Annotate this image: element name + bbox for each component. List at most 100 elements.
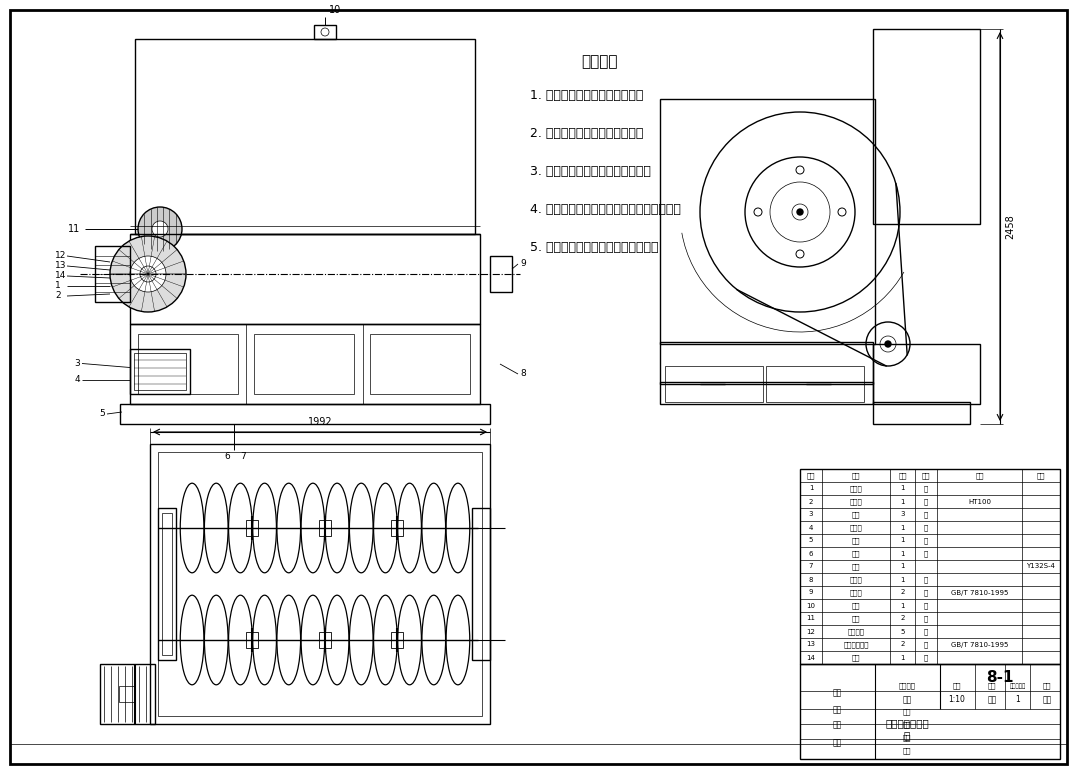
Bar — [472, 508, 490, 660]
Text: 3: 3 — [74, 359, 80, 368]
Bar — [95, 246, 130, 302]
Text: 10: 10 — [328, 5, 341, 15]
Text: HT100: HT100 — [968, 498, 991, 505]
Text: 1: 1 — [900, 602, 905, 608]
Text: 1: 1 — [900, 655, 905, 660]
Bar — [135, 39, 475, 234]
Bar — [391, 632, 403, 648]
Text: 2: 2 — [55, 292, 60, 300]
Bar — [319, 632, 331, 648]
Text: 套: 套 — [924, 615, 928, 622]
Text: 8: 8 — [520, 369, 526, 378]
Text: 10: 10 — [807, 602, 815, 608]
Text: 1:10: 1:10 — [949, 696, 965, 704]
Text: 13: 13 — [807, 642, 815, 648]
Bar — [158, 508, 176, 660]
Text: 1: 1 — [900, 485, 905, 491]
Text: 1: 1 — [900, 498, 905, 505]
Bar — [150, 444, 490, 724]
Text: 工艺: 工艺 — [903, 721, 911, 728]
Text: 分区: 分区 — [988, 683, 996, 690]
Text: 套: 套 — [924, 589, 928, 596]
Text: 6: 6 — [809, 550, 813, 557]
Bar — [120, 404, 490, 424]
Text: 3: 3 — [900, 512, 905, 518]
Text: 单位: 单位 — [922, 472, 931, 479]
Text: GB/T 7810-1995: GB/T 7810-1995 — [951, 642, 1008, 648]
Text: 数量: 数量 — [898, 472, 907, 479]
Text: 5: 5 — [809, 537, 813, 543]
Bar — [800, 469, 1060, 664]
Text: 审核: 审核 — [833, 721, 841, 730]
Text: 套: 套 — [924, 628, 928, 635]
Text: 出料口: 出料口 — [850, 576, 863, 583]
Text: 3: 3 — [809, 512, 813, 518]
Text: 8: 8 — [809, 577, 813, 583]
Text: 底盘: 底盘 — [852, 537, 861, 544]
Bar — [118, 686, 135, 702]
Text: 11: 11 — [68, 224, 80, 234]
Text: 1: 1 — [900, 537, 905, 543]
Text: 1: 1 — [900, 577, 905, 583]
Text: 处数: 处数 — [953, 683, 962, 690]
Bar — [660, 342, 873, 384]
Text: 审核: 审核 — [903, 735, 911, 741]
Text: 12: 12 — [807, 628, 815, 635]
Bar — [391, 520, 403, 536]
Text: 管方形翻轴承: 管方形翻轴承 — [843, 641, 869, 648]
Circle shape — [152, 221, 168, 237]
Text: 规格: 规格 — [976, 472, 983, 479]
Bar — [314, 25, 336, 39]
Bar — [660, 99, 875, 344]
Text: 搅合置: 搅合置 — [850, 485, 863, 491]
Text: 数量: 数量 — [988, 696, 996, 704]
Text: 套: 套 — [924, 550, 928, 557]
Text: 套: 套 — [924, 602, 928, 609]
Bar — [246, 632, 258, 648]
Text: 9: 9 — [809, 590, 813, 595]
Text: 2458: 2458 — [1005, 214, 1015, 239]
Text: 2: 2 — [900, 590, 905, 595]
Text: 12: 12 — [55, 252, 67, 261]
Text: 套: 套 — [924, 641, 928, 648]
Text: 搅拌筒内: 搅拌筒内 — [848, 628, 865, 635]
Bar — [138, 334, 238, 394]
Text: 序号: 序号 — [807, 472, 815, 479]
Circle shape — [138, 207, 182, 251]
Text: 共张: 共张 — [1043, 696, 1051, 704]
Text: 5: 5 — [900, 628, 905, 635]
Text: 1: 1 — [900, 563, 905, 570]
Bar — [162, 513, 172, 655]
Text: 名称: 名称 — [852, 472, 861, 479]
Text: 套: 套 — [924, 537, 928, 544]
Bar — [134, 353, 186, 390]
Bar — [254, 334, 354, 394]
Text: 图样标记: 图样标记 — [898, 683, 915, 690]
Bar — [660, 382, 873, 404]
Text: 比例: 比例 — [903, 696, 911, 704]
Text: 9: 9 — [520, 259, 526, 269]
Text: 4: 4 — [809, 525, 813, 530]
Text: 2: 2 — [809, 498, 813, 505]
Text: 14: 14 — [807, 655, 815, 660]
Text: 1. 装配前，所有零件进行清洗；: 1. 装配前，所有零件进行清洗； — [530, 89, 643, 102]
Text: 2: 2 — [900, 642, 905, 648]
Circle shape — [797, 209, 803, 215]
Bar — [766, 366, 864, 402]
Text: 根: 根 — [924, 511, 928, 518]
Bar — [370, 334, 470, 394]
Text: 套: 套 — [924, 576, 928, 583]
Text: 4. 工作时，速度保持中速，避免速度过大；: 4. 工作时，速度保持中速，避免速度过大； — [530, 203, 681, 216]
Text: 1: 1 — [900, 525, 905, 530]
Text: 合页: 合页 — [852, 615, 861, 622]
Text: 小平板: 小平板 — [850, 524, 863, 531]
Bar — [130, 324, 480, 404]
Text: 11: 11 — [807, 615, 815, 622]
Text: 13: 13 — [55, 262, 67, 270]
Bar — [158, 452, 482, 716]
Text: 件: 件 — [924, 498, 928, 505]
Text: 6: 6 — [224, 452, 230, 461]
Text: 工艺: 工艺 — [833, 705, 841, 714]
Bar — [490, 256, 512, 292]
Text: 8-1: 8-1 — [987, 670, 1013, 684]
